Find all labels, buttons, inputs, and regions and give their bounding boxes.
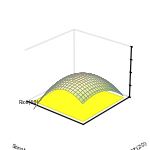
X-axis label: Sorghum(25): Sorghum(25) <box>10 144 46 150</box>
Y-axis label: UBF(20): UBF(20) <box>127 140 148 150</box>
